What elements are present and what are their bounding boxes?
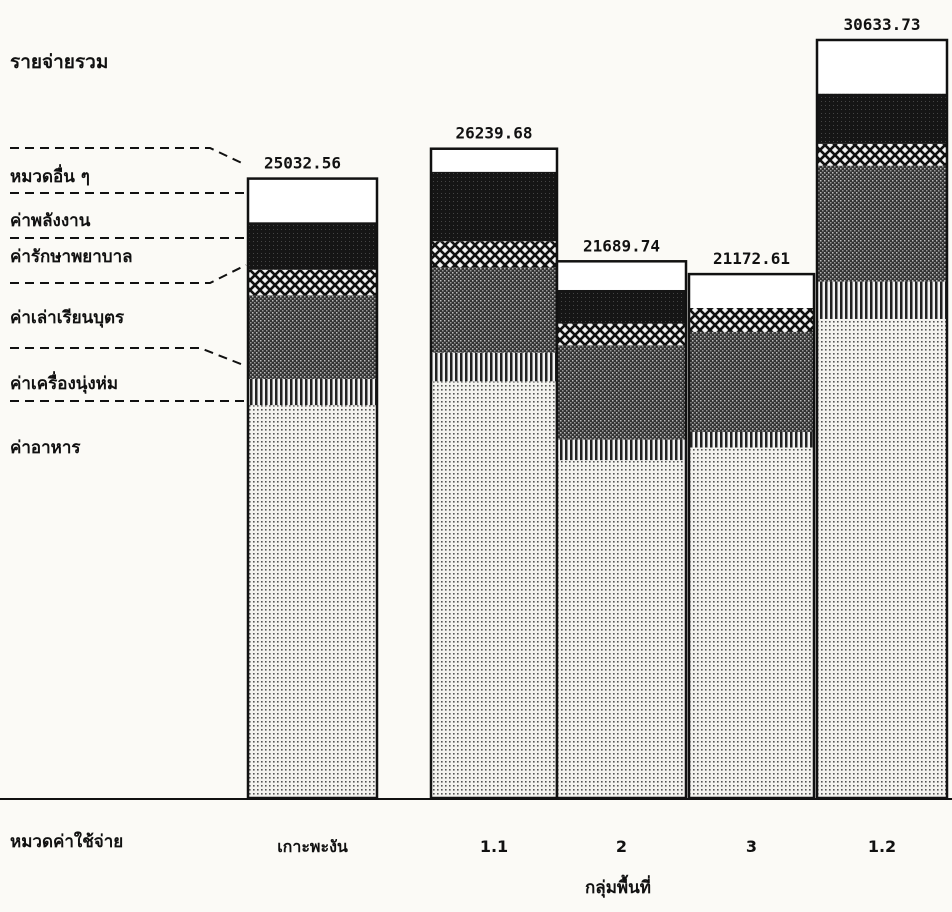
bar-outline-3 — [687, 272, 816, 800]
category-label-2: 2 — [616, 837, 627, 856]
bar-segment-2-cat-4 — [817, 165, 947, 282]
bar-segment-3-cat-3 — [689, 308, 814, 332]
bar-outline-4 — [815, 38, 949, 800]
total-label-2: 21689.74 — [583, 236, 660, 255]
legend-item-education: ค่าเล่าเรียนบุตร — [10, 307, 125, 328]
bar-segment-4-cat-0 — [248, 222, 377, 270]
bar-segment-2-cat-0 — [248, 295, 377, 379]
legend-item-other: หมวดอื่น ๆ — [10, 164, 90, 187]
leader-line-education-clothing — [10, 347, 247, 367]
bar-segment-5-cat-2 — [557, 261, 686, 290]
bar-segment-2-cat-3 — [689, 331, 814, 432]
leader-line-other — [10, 147, 247, 166]
total-label-1: 26239.68 — [455, 124, 532, 143]
category-label-4: 1.2 — [868, 837, 896, 856]
legend-item-food: ค่าอาหาร — [10, 438, 81, 458]
bar-segment-5-cat-0 — [248, 178, 377, 223]
bar-segment-3-cat-4 — [817, 143, 947, 166]
bar-segment-1-cat-0 — [248, 378, 377, 406]
bar-outline-2 — [555, 260, 688, 800]
bar-segment-0-cat-1 — [431, 381, 557, 798]
category-label-0: เกาะพะงัน — [277, 837, 348, 856]
legend-leader-lines — [10, 147, 247, 402]
bar-outline-0 — [246, 177, 379, 800]
bar-segment-1-cat-1 — [431, 352, 557, 382]
category-label-1: 1.1 — [480, 837, 508, 856]
legend-item-clothing: ค่าเครื่องนุ่งห่ม — [10, 371, 118, 394]
bar-segment-1-cat-2 — [557, 439, 686, 461]
total-label-0: 25032.56 — [264, 154, 341, 173]
leader-line-medical-education — [10, 264, 247, 284]
legend: หมวดอื่น ๆ ค่าพลังงาน ค่ารักษาพยาบาล ค่า… — [10, 164, 133, 458]
bar-segment-3-cat-2 — [557, 323, 686, 346]
bar-segment-0-cat-0 — [248, 405, 377, 798]
bar-segment-0-cat-4 — [817, 318, 947, 798]
legend-item-energy: ค่าพลังงาน — [10, 211, 91, 231]
bars-layer: 25032.56 เกาะพะงัน 26239.68 1.1 21689.74 2 211… — [246, 15, 949, 856]
legend-item-medical: ค่ารักษาพยาบาล — [10, 247, 133, 267]
bar-segment-5-cat-1 — [431, 148, 557, 172]
bar-segment-4-cat-1 — [431, 171, 557, 242]
total-label-3: 21172.61 — [713, 249, 790, 268]
bar-segment-2-cat-1 — [431, 267, 557, 353]
bar-segment-5-cat-3 — [689, 274, 814, 309]
bar-segment-1-cat-3 — [689, 431, 814, 448]
bar-segment-2-cat-2 — [557, 345, 686, 440]
bar-segment-3-cat-1 — [431, 241, 557, 268]
bar-segment-0-cat-3 — [689, 447, 814, 798]
category-axis-title: หมวดค่าใช้จ่าย — [10, 831, 123, 852]
chart-title: รายจ่ายรวม — [10, 51, 108, 73]
bar-segment-4-cat-2 — [557, 289, 686, 324]
x-axis-title: กลุ่มพื้นที่ — [585, 874, 651, 898]
bar-segment-0-cat-2 — [557, 460, 686, 798]
bar-segment-3-cat-0 — [248, 269, 377, 296]
category-label-3: 3 — [746, 837, 757, 856]
bar-segment-5-cat-4 — [817, 39, 947, 94]
bar-segment-4-cat-4 — [817, 93, 947, 144]
total-label-4: 30633.73 — [843, 15, 920, 34]
bar-segment-1-cat-4 — [817, 281, 947, 319]
